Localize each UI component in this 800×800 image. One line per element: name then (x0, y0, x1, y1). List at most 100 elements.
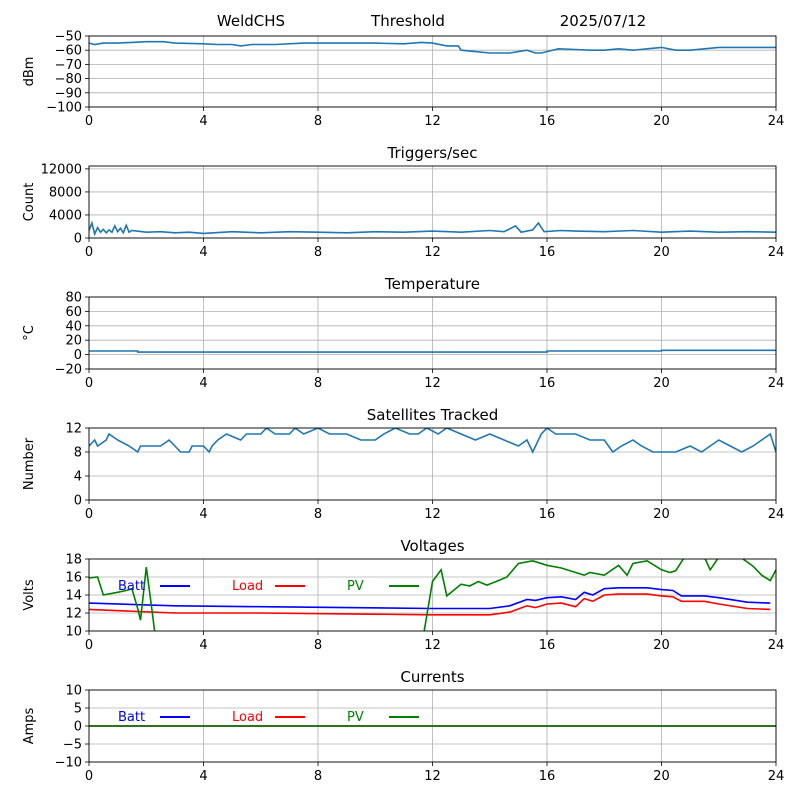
x-tick-label: 0 (85, 638, 93, 653)
y-tick-label: 80 (65, 291, 82, 306)
x-tick-label: 8 (314, 507, 322, 522)
x-tick-label: 24 (768, 114, 785, 129)
y-axis-label: Count (22, 183, 37, 222)
x-tick-label: 16 (539, 245, 556, 260)
y-tick-label: 4000 (49, 208, 82, 223)
x-tick-label: 4 (199, 245, 207, 260)
y-axis-label: °C (22, 325, 37, 341)
legend-label-load: Load (232, 710, 263, 725)
x-tick-label: 0 (85, 245, 93, 260)
x-tick-label: 12 (424, 114, 441, 129)
x-tick-label: 20 (653, 769, 670, 784)
x-tick-label: 8 (314, 769, 322, 784)
y-tick-label: 8000 (49, 185, 82, 200)
chart-satellites: 0 4 8 12 16 20 24 0 4 8 12 Satellites Tracked Number (22, 406, 784, 522)
header-date: 2025/07/12 (560, 12, 646, 30)
x-tick-label: 0 (85, 769, 93, 784)
x-tick-label: 0 (85, 114, 93, 129)
y-tick-label: 5 (74, 702, 82, 717)
y-tick-label: 4 (74, 470, 82, 485)
series-line-load (89, 593, 771, 616)
y-tick-label: −5 (63, 738, 82, 753)
y-tick-label: −80 (55, 72, 82, 87)
y-tick-label: −70 (55, 58, 82, 73)
y-tick-label: −60 (55, 44, 82, 59)
y-axis-label: dBm (22, 57, 37, 87)
y-tick-label: 0 (74, 720, 82, 735)
y-tick-label: −100 (46, 101, 82, 116)
x-tick-label: 12 (424, 376, 441, 391)
x-tick-label: 20 (653, 376, 670, 391)
legend-label-batt: Batt (118, 579, 145, 594)
y-tick-label: 0 (74, 348, 82, 363)
x-tick-label: 16 (539, 114, 556, 129)
x-tick-label: 12 (424, 638, 441, 653)
y-tick-label: 18 (65, 553, 82, 568)
y-tick-label: −90 (55, 86, 82, 101)
y-tick-label: 14 (65, 589, 82, 604)
x-tick-label: 20 (653, 245, 670, 260)
y-tick-label: −20 (55, 363, 82, 378)
x-tick-label: 16 (539, 376, 556, 391)
chart-title: Voltages (400, 537, 464, 555)
x-tick-label: 0 (85, 376, 93, 391)
legend-label-batt: Batt (118, 710, 145, 725)
x-tick-label: 20 (653, 638, 670, 653)
y-axis-label: Volts (22, 579, 37, 611)
y-tick-label: 20 (65, 334, 82, 349)
series-line-main (89, 40, 776, 54)
y-tick-label: 12 (65, 422, 82, 437)
chart-title: Temperature (384, 275, 480, 293)
legend-label-pv: PV (347, 710, 364, 725)
legend-label-pv: PV (347, 579, 364, 594)
chart-currents: 0 4 8 12 16 20 24 −10 −5 0 5 10 Currents Amps Batt Load… (22, 668, 784, 784)
x-tick-label: 24 (768, 769, 785, 784)
y-axis-label: Amps (22, 707, 37, 744)
y-tick-label: 0 (74, 232, 82, 247)
x-tick-label: 20 (653, 507, 670, 522)
x-tick-label: 8 (314, 638, 322, 653)
x-tick-label: 24 (768, 507, 785, 522)
y-axis-label: Number (22, 437, 37, 490)
series-line-main (89, 220, 776, 237)
y-tick-label: −50 (55, 30, 82, 45)
x-tick-label: 8 (314, 245, 322, 260)
x-tick-label: 4 (199, 114, 207, 129)
y-tick-label: 12000 (41, 162, 82, 177)
x-tick-label: 24 (768, 638, 785, 653)
series-line-main (89, 349, 776, 353)
chart-title: Currents (400, 668, 464, 686)
x-tick-label: 12 (424, 507, 441, 522)
x-tick-label: 24 (768, 376, 785, 391)
y-tick-label: 12 (65, 607, 82, 622)
x-tick-label: 12 (424, 769, 441, 784)
x-tick-label: 8 (314, 376, 322, 391)
x-tick-label: 20 (653, 114, 670, 129)
y-tick-label: 10 (65, 625, 82, 640)
y-tick-label: −10 (55, 756, 82, 771)
series-line-main (89, 428, 776, 454)
y-tick-label: 10 (65, 684, 82, 699)
series-line-batt (89, 587, 771, 610)
x-tick-label: 16 (539, 769, 556, 784)
y-tick-label: 0 (74, 494, 82, 509)
header-mode: Threshold (370, 12, 445, 30)
y-tick-label: 8 (74, 446, 82, 461)
chart-triggers: 0 4 8 12 16 20 24 0 4000 8000 12000 Triggers/sec Cou… (22, 144, 784, 260)
chart-title: Triggers/sec (387, 144, 478, 162)
x-tick-label: 4 (199, 376, 207, 391)
y-tick-label: 16 (65, 571, 82, 586)
x-tick-label: 24 (768, 245, 785, 260)
x-tick-label: 4 (199, 507, 207, 522)
header-station: WeldCHS (217, 12, 285, 30)
chart-voltages: 0 4 8 12 16 20 24 10 12 14 16 18 Voltages Volts Batt Lo… (22, 537, 784, 653)
x-tick-label: 4 (199, 769, 207, 784)
x-tick-label: 8 (314, 114, 322, 129)
y-tick-label: 60 (65, 305, 82, 320)
chart-signal: 0 4 8 12 16 20 24 −100−90−80−70−60−50 dBm (22, 30, 784, 130)
x-tick-label: 4 (199, 638, 207, 653)
x-tick-label: 16 (539, 507, 556, 522)
legend-label-load: Load (232, 579, 263, 594)
